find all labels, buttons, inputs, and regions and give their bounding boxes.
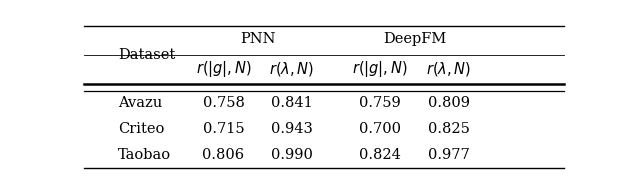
- Text: 0.943: 0.943: [271, 122, 313, 136]
- Text: 0.715: 0.715: [203, 122, 245, 136]
- Text: 0.990: 0.990: [271, 148, 313, 162]
- Text: Taobao: Taobao: [118, 148, 171, 162]
- Text: Avazu: Avazu: [118, 96, 162, 110]
- Text: DeepFM: DeepFM: [383, 32, 446, 46]
- Text: 0.841: 0.841: [271, 96, 313, 110]
- Text: $r(\lambda, N)$: $r(\lambda, N)$: [426, 60, 471, 78]
- Text: 0.759: 0.759: [360, 96, 401, 110]
- Text: Criteo: Criteo: [118, 122, 164, 136]
- Text: $r(|g|, N)$: $r(|g|, N)$: [353, 59, 408, 79]
- Text: 0.825: 0.825: [428, 122, 470, 136]
- Text: 0.700: 0.700: [359, 122, 401, 136]
- Text: 0.809: 0.809: [428, 96, 470, 110]
- Text: Dataset: Dataset: [118, 48, 176, 62]
- Text: 0.758: 0.758: [202, 96, 245, 110]
- Text: 0.806: 0.806: [202, 148, 245, 162]
- Text: $r(\lambda, N)$: $r(\lambda, N)$: [269, 60, 315, 78]
- Text: 0.977: 0.977: [428, 148, 470, 162]
- Text: $r(|g|, N)$: $r(|g|, N)$: [196, 59, 252, 79]
- Text: PNN: PNN: [240, 32, 276, 46]
- Text: 0.824: 0.824: [359, 148, 401, 162]
